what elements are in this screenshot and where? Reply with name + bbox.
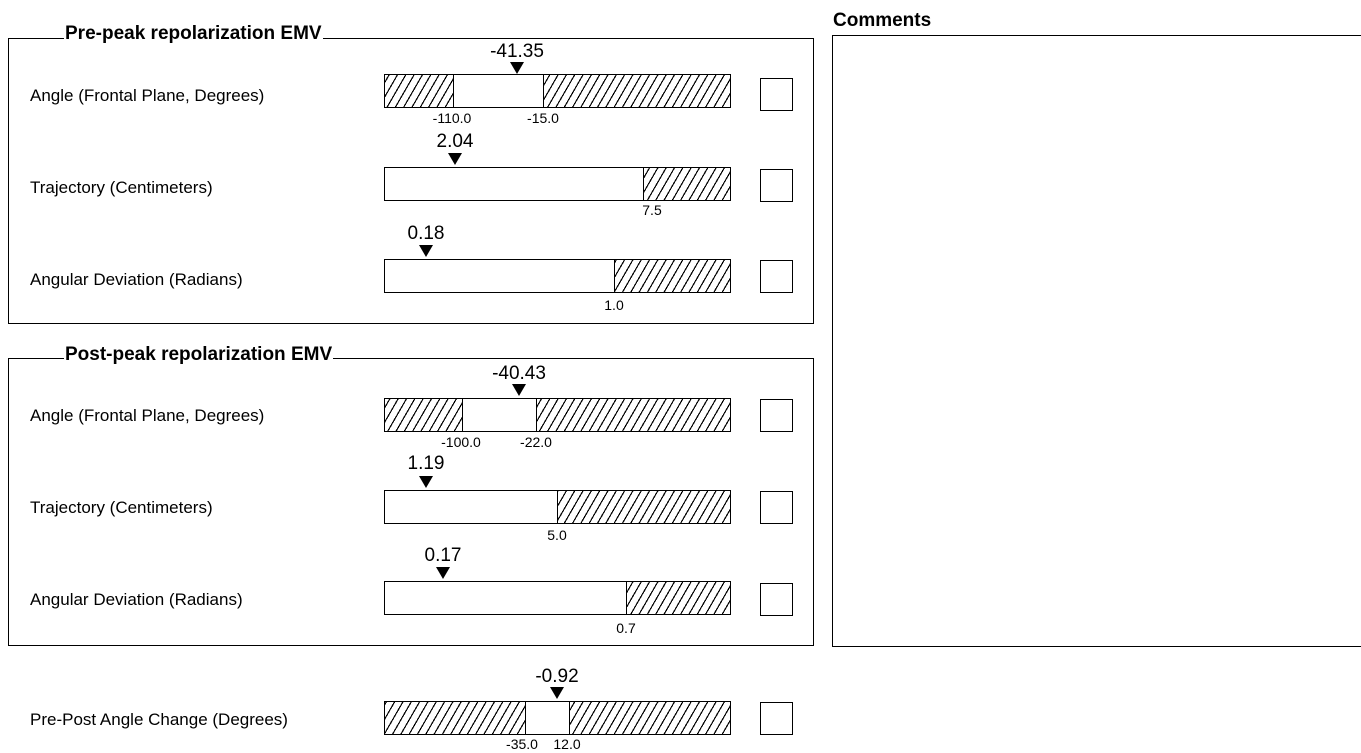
pre-angle-tick-low: -110.0: [432, 110, 472, 126]
pre-peak-group-title: Pre-peak repolarization EMV: [64, 23, 323, 45]
pre-deviation-gauge: [384, 259, 731, 293]
post-trajectory-marker-icon: [419, 476, 433, 488]
post-deviation-tick-high: 0.7: [616, 620, 636, 636]
comments-title: Comments: [833, 10, 932, 31]
pre-angle-value: -41.35: [490, 41, 544, 62]
post-angle-tick-high: -22.0: [520, 434, 552, 450]
pre-deviation-marker-icon: [419, 245, 433, 257]
post-angle-label: Angle (Frontal Plane, Degrees): [30, 406, 265, 425]
post-peak-group: [8, 358, 814, 646]
angle-change-value: -0.92: [535, 666, 579, 687]
pre-angle-marker-icon: [510, 62, 524, 74]
pre-trajectory-gauge: [384, 167, 731, 201]
angle-change-checkbox[interactable]: [760, 702, 793, 735]
pre-trajectory-checkbox[interactable]: [760, 169, 793, 202]
pre-angle-checkbox[interactable]: [760, 78, 793, 111]
post-trajectory-tick-high: 5.0: [547, 527, 567, 543]
angle-change-label: Pre-Post Angle Change (Degrees): [30, 710, 288, 729]
post-trajectory-checkbox[interactable]: [760, 491, 793, 524]
pre-deviation-label: Angular Deviation (Radians): [30, 270, 243, 289]
post-angle-gauge: [384, 398, 731, 432]
pre-trajectory-label: Trajectory (Centimeters): [30, 178, 213, 197]
pre-trajectory-value: 2.04: [436, 131, 474, 152]
angle-change-tick-low: -35.0: [506, 736, 538, 752]
post-deviation-label: Angular Deviation (Radians): [30, 590, 243, 609]
pre-trajectory-marker-icon: [448, 153, 462, 165]
post-deviation-checkbox[interactable]: [760, 583, 793, 616]
pre-deviation-tick-high: 1.0: [604, 297, 624, 313]
post-angle-value: -40.43: [492, 363, 546, 384]
pre-peak-group: [8, 38, 814, 324]
post-angle-marker-icon: [512, 384, 526, 396]
pre-angle-label: Angle (Frontal Plane, Degrees): [30, 86, 265, 105]
pre-angle-gauge: [384, 74, 731, 108]
post-trajectory-label: Trajectory (Centimeters): [30, 498, 213, 517]
pre-deviation-value: 0.18: [407, 223, 445, 244]
comments-box[interactable]: [832, 35, 1361, 647]
post-trajectory-value: 1.19: [407, 453, 445, 474]
pre-trajectory-tick-high: 7.5: [642, 202, 662, 218]
angle-change-tick-high: 12.0: [553, 736, 581, 752]
angle-change-gauge: [384, 701, 731, 735]
pre-deviation-checkbox[interactable]: [760, 260, 793, 293]
post-peak-group-title: Post-peak repolarization EMV: [64, 344, 334, 366]
pre-angle-tick-high: -15.0: [527, 110, 559, 126]
post-deviation-marker-icon: [436, 567, 450, 579]
post-angle-tick-low: -100.0: [441, 434, 481, 450]
post-trajectory-gauge: [384, 490, 731, 524]
post-deviation-gauge: [384, 581, 731, 615]
angle-change-marker-icon: [550, 687, 564, 699]
post-deviation-value: 0.17: [424, 545, 462, 566]
post-angle-checkbox[interactable]: [760, 399, 793, 432]
